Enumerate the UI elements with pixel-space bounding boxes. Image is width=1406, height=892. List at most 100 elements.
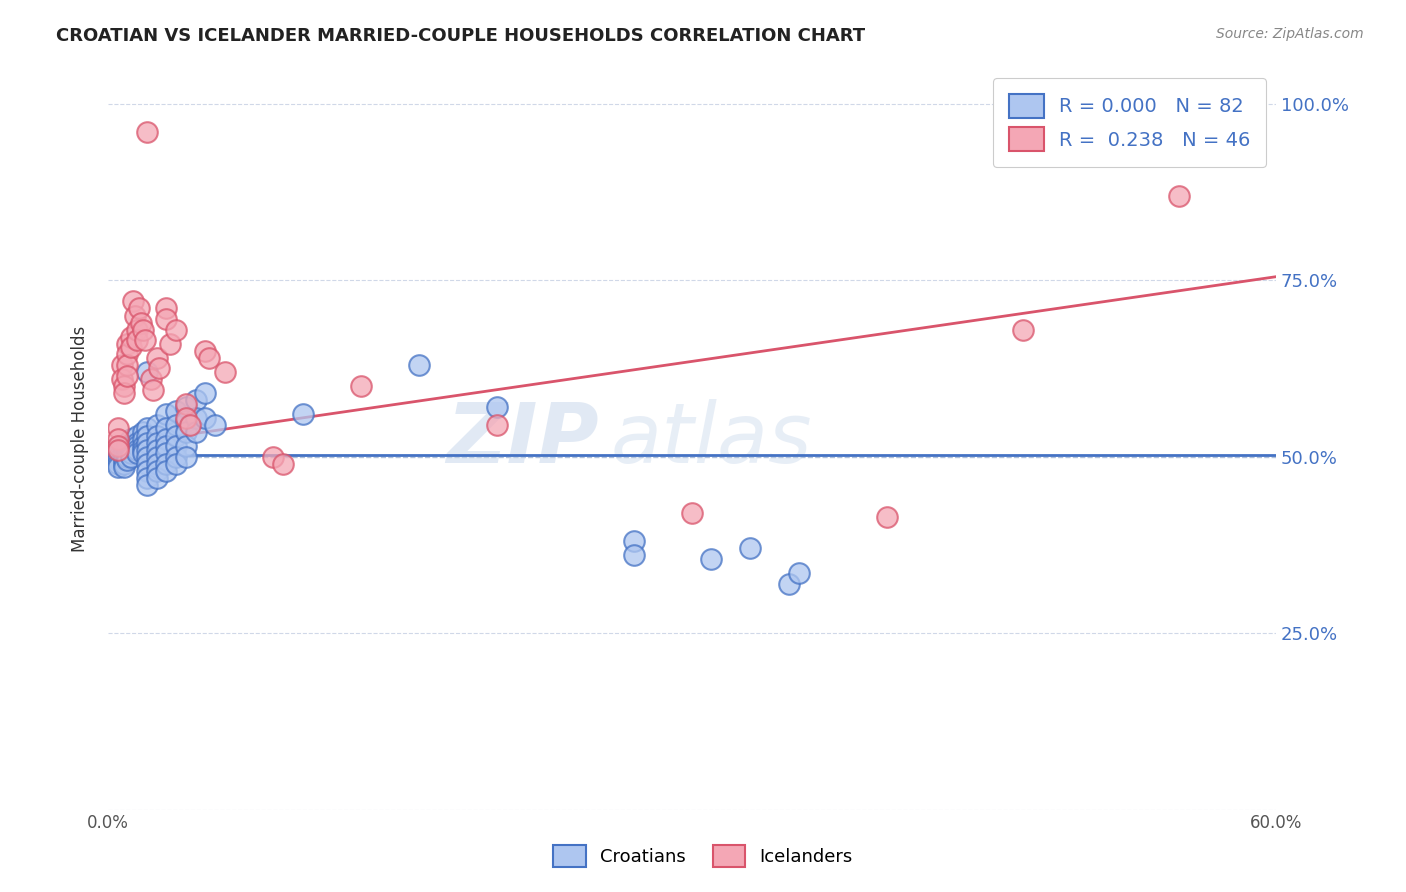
Point <box>112 439 135 453</box>
Point <box>135 365 157 379</box>
Point <box>165 457 187 471</box>
Point <box>107 446 129 460</box>
Point <box>145 435 167 450</box>
Point <box>112 460 135 475</box>
Point <box>184 393 207 408</box>
Point <box>129 316 152 330</box>
Point <box>155 407 177 421</box>
Point <box>127 442 149 457</box>
Point <box>145 450 167 464</box>
Point <box>145 464 167 478</box>
Point <box>1012 323 1035 337</box>
Point <box>120 329 142 343</box>
Point <box>174 425 197 439</box>
Point <box>134 333 156 347</box>
Point <box>127 446 149 460</box>
Point <box>120 450 142 464</box>
Point <box>204 417 226 432</box>
Point <box>155 432 177 446</box>
Point <box>107 453 129 467</box>
Point <box>117 347 139 361</box>
Point <box>127 428 149 442</box>
Point <box>194 410 217 425</box>
Point <box>145 351 167 365</box>
Point <box>135 464 157 478</box>
Point <box>107 442 129 457</box>
Point <box>127 435 149 450</box>
Point <box>128 301 150 316</box>
Point <box>107 439 129 453</box>
Point <box>112 442 135 457</box>
Point <box>127 439 149 453</box>
Point <box>148 361 170 376</box>
Point <box>127 323 149 337</box>
Point <box>408 358 430 372</box>
Point <box>112 457 135 471</box>
Point <box>117 453 139 467</box>
Point <box>135 125 157 139</box>
Point <box>174 439 197 453</box>
Point <box>876 509 898 524</box>
Point <box>174 414 197 428</box>
Point <box>112 453 135 467</box>
Point <box>117 336 139 351</box>
Point <box>155 457 177 471</box>
Point <box>112 379 135 393</box>
Point <box>486 417 509 432</box>
Point <box>700 552 723 566</box>
Point <box>214 365 236 379</box>
Point <box>120 432 142 446</box>
Point <box>271 457 294 471</box>
Point <box>117 446 139 460</box>
Point <box>184 410 207 425</box>
Point <box>165 404 187 418</box>
Point <box>107 450 129 464</box>
Point <box>262 450 284 464</box>
Point <box>135 428 157 442</box>
Point <box>1167 188 1189 202</box>
Text: ZIP: ZIP <box>446 399 599 480</box>
Point <box>194 343 217 358</box>
Point <box>120 340 142 354</box>
Point <box>486 401 509 415</box>
Point <box>110 358 132 372</box>
Point <box>165 323 187 337</box>
Point <box>174 450 197 464</box>
Point <box>194 386 217 401</box>
Point <box>778 576 800 591</box>
Point <box>132 439 155 453</box>
Point <box>120 442 142 457</box>
Point <box>132 323 155 337</box>
Point <box>145 471 167 485</box>
Text: CROATIAN VS ICELANDER MARRIED-COUPLE HOUSEHOLDS CORRELATION CHART: CROATIAN VS ICELANDER MARRIED-COUPLE HOU… <box>56 27 865 45</box>
Point <box>139 372 162 386</box>
Legend: R = 0.000   N = 82, R =  0.238   N = 46: R = 0.000 N = 82, R = 0.238 N = 46 <box>993 78 1267 167</box>
Point <box>155 421 177 435</box>
Point <box>184 425 207 439</box>
Point <box>155 312 177 326</box>
Point <box>112 386 135 401</box>
Text: Source: ZipAtlas.com: Source: ZipAtlas.com <box>1216 27 1364 41</box>
Point <box>117 435 139 450</box>
Point <box>107 432 129 446</box>
Point <box>155 464 177 478</box>
Point <box>135 442 157 457</box>
Point <box>117 439 139 453</box>
Point <box>291 407 314 421</box>
Point <box>142 383 165 397</box>
Point <box>179 417 201 432</box>
Point <box>623 549 645 563</box>
Point <box>174 397 197 411</box>
Text: atlas: atlas <box>610 399 811 480</box>
Point <box>623 534 645 549</box>
Point <box>132 446 155 460</box>
Point <box>120 446 142 460</box>
Point <box>135 471 157 485</box>
Point <box>124 309 146 323</box>
Point <box>350 379 373 393</box>
Point <box>165 450 187 464</box>
Point <box>165 439 187 453</box>
Point <box>135 478 157 492</box>
Point <box>135 435 157 450</box>
Point <box>155 301 177 316</box>
